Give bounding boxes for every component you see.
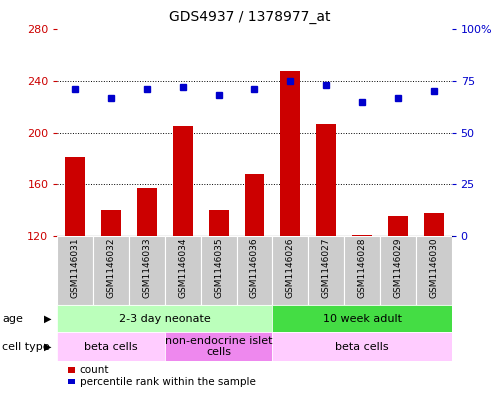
Text: GSM1146033: GSM1146033 [143,238,152,299]
Text: GSM1146031: GSM1146031 [71,238,80,299]
Bar [272,332,452,361]
Bar [245,174,264,236]
Text: count: count [80,365,109,375]
Bar [424,213,444,236]
Text: ▶: ▶ [43,342,51,352]
Bar [57,305,272,332]
Text: age: age [2,314,23,324]
Text: percentile rank within the sample: percentile rank within the sample [80,377,255,387]
Text: cell type: cell type [2,342,50,352]
Bar [173,126,193,236]
Bar [57,332,165,361]
Bar [68,367,75,373]
Text: GSM1146030: GSM1146030 [429,238,438,299]
Bar [388,217,408,236]
Text: ▶: ▶ [43,314,51,324]
Text: GSM1146035: GSM1146035 [214,238,223,299]
Bar [137,188,157,236]
Text: GSM1146029: GSM1146029 [393,238,402,298]
Text: GSM1146026: GSM1146026 [286,238,295,298]
Bar [352,235,372,236]
Bar [237,236,272,305]
Text: GSM1146032: GSM1146032 [107,238,116,298]
Bar [380,236,416,305]
Bar [93,236,129,305]
Bar [416,236,452,305]
Text: GSM1146028: GSM1146028 [357,238,366,298]
Bar [280,71,300,236]
Text: beta cells: beta cells [84,342,138,352]
Bar [129,236,165,305]
Bar [209,210,229,236]
Bar [308,236,344,305]
Bar [165,332,272,361]
Text: GSM1146034: GSM1146034 [178,238,187,298]
Text: beta cells: beta cells [335,342,389,352]
Bar [65,157,85,236]
Text: 2-3 day neonate: 2-3 day neonate [119,314,211,324]
Text: non-endocrine islet
cells: non-endocrine islet cells [165,336,272,357]
Text: 10 week adult: 10 week adult [322,314,402,324]
Text: GSM1146027: GSM1146027 [322,238,331,298]
Bar [316,124,336,236]
Bar [101,210,121,236]
Bar [201,236,237,305]
Bar [272,236,308,305]
Bar [165,236,201,305]
Text: GSM1146036: GSM1146036 [250,238,259,299]
Bar [57,236,93,305]
Bar [68,379,75,384]
Bar [344,236,380,305]
Bar [272,305,452,332]
Text: GDS4937 / 1378977_at: GDS4937 / 1378977_at [169,10,330,24]
